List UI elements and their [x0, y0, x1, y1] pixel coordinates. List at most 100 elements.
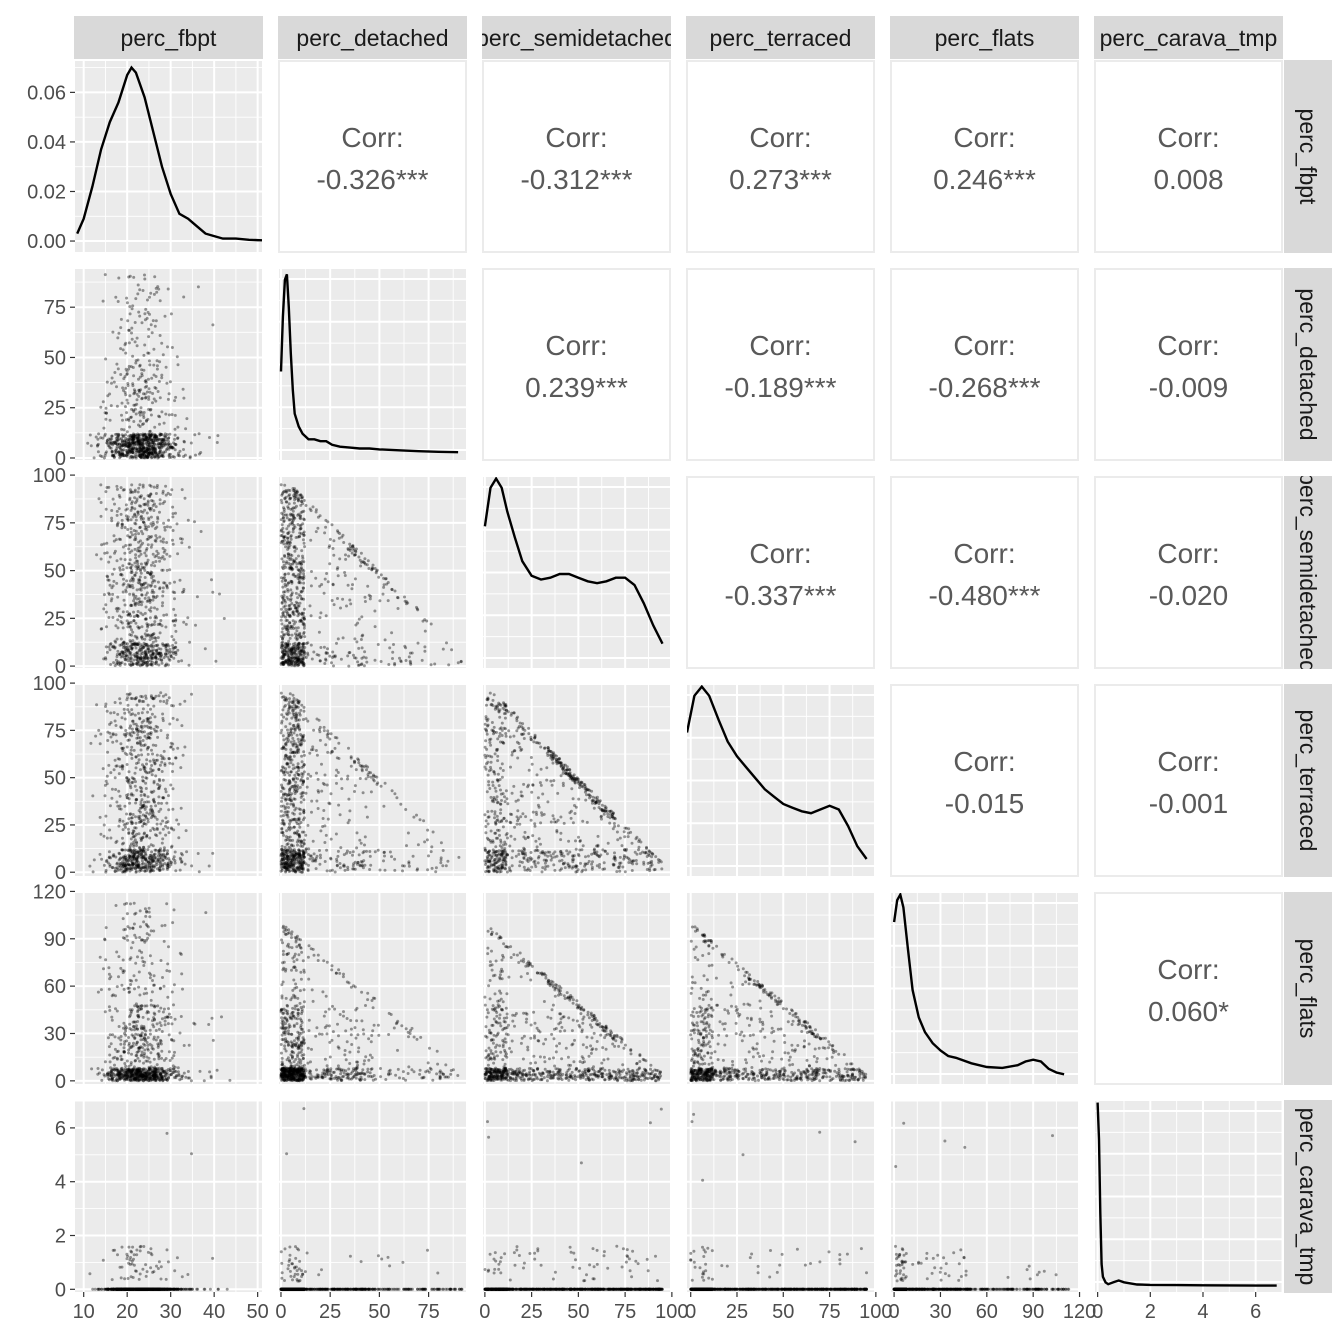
point	[283, 600, 287, 604]
point	[136, 653, 140, 657]
point	[168, 452, 172, 456]
point	[521, 850, 524, 854]
point	[139, 743, 143, 747]
point	[406, 831, 410, 835]
point	[124, 508, 128, 512]
point	[143, 858, 147, 862]
point	[302, 641, 305, 645]
point	[294, 745, 298, 749]
point	[287, 734, 291, 738]
point	[149, 450, 153, 454]
point	[335, 863, 339, 867]
point	[149, 662, 153, 666]
point	[120, 747, 124, 750]
point	[298, 661, 302, 665]
point	[99, 436, 103, 440]
point	[145, 448, 149, 452]
point	[298, 711, 301, 715]
point	[303, 617, 307, 621]
point	[297, 867, 301, 870]
point	[302, 653, 306, 656]
point	[134, 755, 138, 759]
point	[284, 869, 288, 873]
point	[135, 443, 139, 447]
point	[288, 851, 292, 855]
point	[127, 778, 131, 782]
point	[127, 770, 131, 774]
point	[281, 516, 285, 520]
point	[339, 606, 342, 610]
point	[154, 505, 158, 509]
point	[120, 650, 124, 654]
point	[125, 517, 129, 521]
point	[280, 747, 284, 751]
point	[289, 556, 292, 560]
point	[296, 843, 299, 847]
point	[121, 452, 125, 456]
point	[301, 575, 305, 579]
point	[608, 816, 612, 820]
point	[158, 856, 162, 860]
point	[283, 624, 287, 628]
point	[132, 388, 136, 392]
point	[297, 647, 301, 651]
point	[156, 580, 160, 584]
point	[318, 584, 322, 588]
point	[122, 646, 125, 650]
point	[282, 705, 286, 709]
point	[157, 380, 161, 383]
point	[314, 508, 318, 512]
point	[615, 830, 619, 834]
point	[120, 764, 124, 767]
point	[112, 711, 116, 715]
point	[119, 455, 123, 458]
point	[193, 520, 196, 524]
point	[296, 855, 300, 859]
point	[143, 385, 147, 389]
point	[162, 450, 165, 454]
point	[112, 854, 116, 858]
point	[127, 367, 131, 371]
point	[280, 868, 284, 872]
point	[179, 806, 183, 810]
point	[337, 803, 341, 807]
point	[164, 434, 167, 438]
point	[336, 849, 340, 853]
point	[139, 848, 143, 852]
point	[140, 447, 144, 451]
point	[134, 651, 138, 655]
point	[145, 528, 149, 532]
point	[296, 852, 300, 855]
point	[141, 582, 145, 586]
point	[318, 725, 322, 729]
point	[185, 850, 189, 854]
point	[284, 866, 287, 870]
point	[151, 652, 155, 656]
point	[163, 762, 167, 766]
point	[96, 444, 99, 448]
point	[173, 650, 177, 654]
point	[152, 595, 156, 599]
point	[286, 556, 290, 560]
point	[168, 554, 172, 558]
point	[296, 601, 299, 605]
point	[423, 618, 427, 622]
point	[288, 489, 292, 492]
point	[135, 559, 139, 563]
point	[286, 862, 290, 866]
point	[123, 804, 127, 808]
point	[127, 275, 131, 279]
point	[296, 722, 300, 726]
point	[138, 716, 142, 720]
point	[654, 855, 658, 859]
point	[298, 866, 302, 870]
point	[144, 449, 148, 453]
point	[303, 646, 307, 649]
point	[156, 552, 160, 555]
point	[134, 455, 138, 459]
column-strip-background	[74, 16, 263, 59]
point	[124, 860, 128, 864]
point	[297, 832, 301, 836]
point	[493, 865, 497, 869]
point	[280, 831, 283, 835]
